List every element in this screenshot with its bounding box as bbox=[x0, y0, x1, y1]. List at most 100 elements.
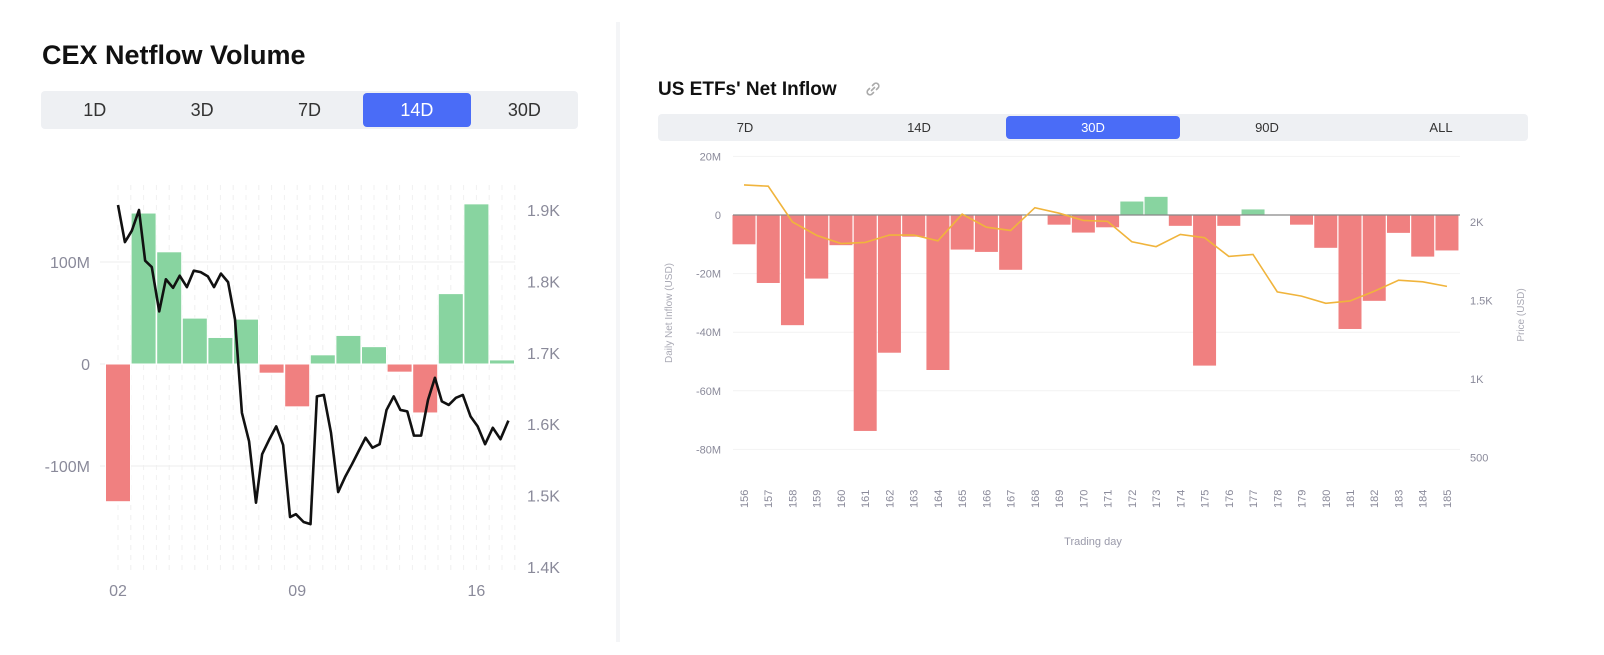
y2-axis-title: Price (USD) bbox=[1516, 288, 1527, 341]
x-axis-tick: 180 bbox=[1321, 490, 1333, 508]
x-axis-tick: 176 bbox=[1224, 490, 1236, 508]
x-axis-tick: 02 bbox=[109, 583, 127, 600]
x-axis-tick: 177 bbox=[1248, 490, 1260, 508]
inflow-bar bbox=[999, 215, 1023, 270]
netflow-bar bbox=[181, 317, 208, 365]
netflow-bar bbox=[386, 363, 413, 373]
inflow-bar bbox=[1144, 196, 1168, 215]
left-axis-tick: -40M bbox=[696, 327, 721, 339]
right-axis-tick: 1K bbox=[1470, 374, 1484, 386]
x-axis-tick: 185 bbox=[1442, 490, 1454, 508]
x-axis-tick: 09 bbox=[288, 583, 306, 600]
netflow-bar bbox=[335, 334, 362, 365]
x-axis-tick: 158 bbox=[787, 490, 799, 508]
x-axis-tick: 160 bbox=[836, 490, 848, 508]
inflow-bar bbox=[1168, 215, 1192, 226]
x-axis-tick: 178 bbox=[1272, 490, 1284, 508]
x-axis-tick: 172 bbox=[1127, 490, 1139, 508]
inflow-bar bbox=[1362, 215, 1386, 301]
inflow-bar bbox=[1338, 215, 1362, 329]
left-axis-tick: 20M bbox=[700, 151, 721, 163]
netflow-bar bbox=[463, 203, 490, 365]
x-axis-tick: 183 bbox=[1393, 490, 1405, 508]
right-axis-tick: 1.5K bbox=[527, 489, 560, 506]
tab-14d[interactable]: 14D bbox=[907, 120, 931, 135]
panel-divider bbox=[616, 22, 620, 642]
inflow-bar bbox=[1241, 209, 1265, 215]
netflow-bar bbox=[207, 336, 234, 365]
tab-14d[interactable]: 14D bbox=[363, 93, 471, 127]
left-axis-tick: -80M bbox=[696, 444, 721, 456]
inflow-bar bbox=[1047, 215, 1071, 225]
x-axis-tick: 159 bbox=[812, 490, 824, 508]
netflow-bar bbox=[284, 363, 311, 408]
x-axis-tick: 170 bbox=[1078, 490, 1090, 508]
x-axis-tick: 171 bbox=[1103, 490, 1115, 508]
inflow-bar bbox=[950, 215, 974, 250]
netflow-bar bbox=[361, 346, 387, 365]
x-axis-tick: 164 bbox=[933, 490, 945, 508]
x-axis-tick: 166 bbox=[981, 490, 993, 508]
price-line bbox=[743, 184, 1448, 305]
inflow-bar bbox=[756, 215, 780, 283]
left-period-tabs: 1D 3D 7D 14D 30D bbox=[41, 91, 578, 129]
right-axis-tick: 1.6K bbox=[527, 417, 560, 434]
tab-all[interactable]: ALL bbox=[1429, 120, 1453, 135]
right-axis-tick: 2K bbox=[1470, 217, 1484, 229]
x-axis-tick: 162 bbox=[884, 490, 896, 508]
netflow-bar bbox=[258, 363, 285, 374]
inflow-bar bbox=[1386, 215, 1410, 233]
x-axis-tick: 163 bbox=[909, 490, 921, 508]
left-axis-tick: 0 bbox=[715, 210, 721, 222]
cex-netflow-title: CEX Netflow Volume bbox=[42, 40, 306, 70]
left-axis-tick: -60M bbox=[696, 386, 721, 398]
netflow-bar bbox=[437, 293, 464, 365]
x-axis-tick: 156 bbox=[739, 490, 751, 508]
x-axis-tick: 16 bbox=[468, 583, 486, 600]
netflow-bar bbox=[105, 363, 131, 503]
y-axis-title: Daily Net Inflow (USD) bbox=[664, 263, 675, 363]
right-axis-tick: 1.5K bbox=[1470, 296, 1493, 308]
x-axis-tick: 179 bbox=[1297, 490, 1309, 508]
inflow-bar bbox=[829, 215, 853, 246]
x-axis-tick: 174 bbox=[1175, 490, 1187, 508]
tab-7d[interactable]: 7D bbox=[736, 120, 754, 135]
netflow-bar bbox=[309, 354, 336, 365]
x-axis-tick: 175 bbox=[1200, 490, 1212, 508]
x-axis-tick: 182 bbox=[1369, 490, 1381, 508]
netflow-bar bbox=[489, 359, 515, 365]
right-period-tabs: 7D 14D 30D 90D ALL bbox=[658, 114, 1528, 141]
netflow-bar bbox=[412, 363, 439, 414]
inflow-bar bbox=[926, 215, 950, 370]
inflow-bar bbox=[974, 215, 998, 252]
x-axis-tick: 167 bbox=[1006, 490, 1018, 508]
x-axis-tick: 157 bbox=[763, 490, 775, 508]
inflow-bar bbox=[1290, 215, 1314, 225]
link-icon[interactable] bbox=[864, 80, 882, 98]
inflow-bar bbox=[1193, 215, 1217, 366]
x-axis-tick: 181 bbox=[1345, 490, 1357, 508]
x-axis-tick: 165 bbox=[957, 490, 969, 508]
inflow-bar bbox=[877, 215, 901, 353]
inflow-bar bbox=[1314, 215, 1338, 248]
tab-30d[interactable]: 30D bbox=[1006, 116, 1180, 139]
right-axis-tick: 1.9K bbox=[527, 203, 560, 220]
tab-1d[interactable]: 1D bbox=[83, 99, 107, 120]
inflow-bar bbox=[902, 215, 926, 237]
x-axis-tick: 173 bbox=[1151, 490, 1163, 508]
left-axis-tick: 0 bbox=[81, 357, 90, 374]
inflow-bar bbox=[780, 215, 804, 326]
tab-3d[interactable]: 3D bbox=[190, 99, 214, 120]
right-axis-tick: 500 bbox=[1470, 453, 1488, 465]
x-axis-tick: 168 bbox=[1030, 490, 1042, 508]
x-axis-tick: 184 bbox=[1418, 490, 1430, 508]
inflow-bar bbox=[1120, 201, 1144, 215]
inflow-bar bbox=[805, 215, 829, 279]
right-axis-tick: 1.7K bbox=[527, 346, 560, 363]
tab-90d[interactable]: 90D bbox=[1255, 120, 1279, 135]
tab-30d[interactable]: 30D bbox=[507, 99, 541, 120]
inflow-bar bbox=[853, 215, 877, 431]
tab-7d[interactable]: 7D bbox=[298, 99, 322, 120]
inflow-bar bbox=[1435, 215, 1459, 251]
